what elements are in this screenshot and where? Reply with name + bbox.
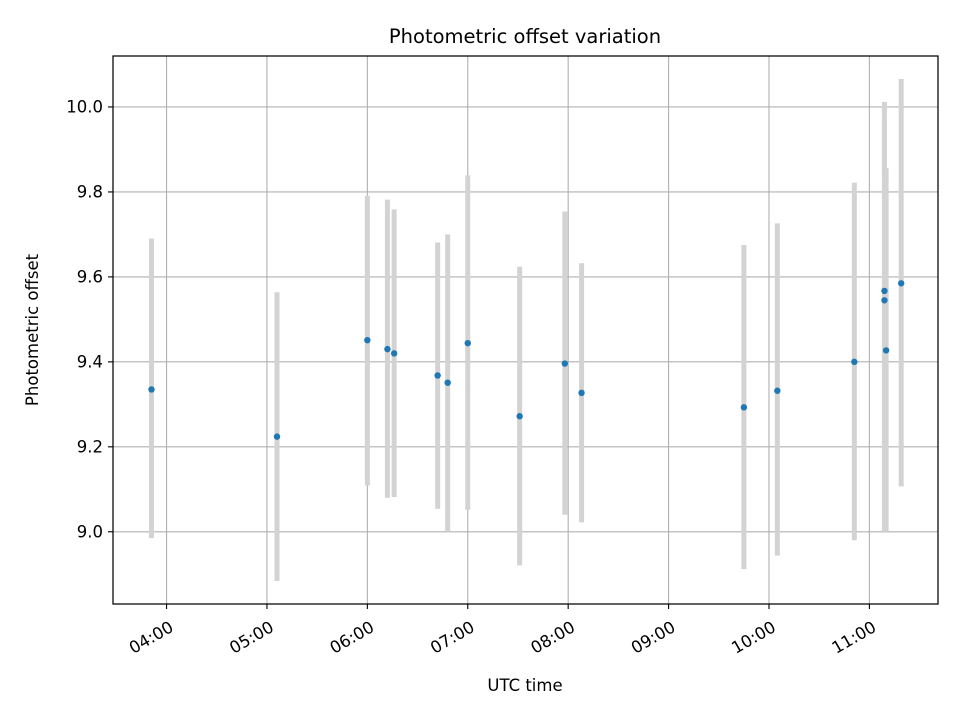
data-point	[390, 350, 398, 357]
y-tick-label: 10.0	[66, 97, 103, 116]
data-point	[561, 360, 569, 367]
x-tick-label: 07:00	[427, 617, 478, 657]
x-tick-label: 08:00	[527, 617, 578, 657]
x-tick-label: 06:00	[327, 617, 378, 657]
data-point	[881, 287, 888, 295]
x-tick-label: 09:00	[628, 617, 679, 657]
x-tick-label: 04:00	[126, 617, 177, 657]
errorbar-layer	[148, 78, 904, 582]
data-point	[881, 297, 888, 304]
point-layer	[148, 280, 905, 440]
data-point	[148, 386, 155, 393]
data-point	[882, 347, 890, 354]
data-point	[273, 433, 281, 440]
data-point	[364, 336, 371, 344]
data-point	[464, 339, 471, 347]
data-point	[897, 280, 905, 287]
data-point	[740, 404, 748, 411]
plot-frame	[112, 55, 939, 605]
x-tick-label: 10:00	[728, 617, 779, 657]
y-tick-label: 9.4	[77, 352, 103, 371]
x-axis-title: UTC time	[487, 676, 562, 695]
y-tick-label: 9.6	[77, 267, 103, 286]
x-tick-label: 05:00	[226, 617, 277, 657]
grid-layer	[113, 56, 938, 604]
x-tick-label: 11:00	[829, 617, 880, 657]
y-tick-label: 9.8	[77, 182, 103, 201]
y-axis-title: Photometric offset	[23, 253, 42, 406]
data-point	[384, 345, 391, 353]
data-point	[578, 389, 585, 397]
tick-layer: 04:00 05:00 06:00 07:00 08:00 09:00 10:00 11:00…	[66, 97, 879, 657]
data-point	[851, 358, 858, 366]
chart-title: Photometric offset variation	[389, 25, 661, 48]
data-point	[444, 379, 451, 386]
y-tick-label: 9.2	[77, 437, 103, 456]
data-point	[434, 372, 441, 379]
y-tick-label: 9.0	[77, 522, 103, 541]
data-point	[774, 387, 781, 394]
data-point	[516, 413, 523, 420]
